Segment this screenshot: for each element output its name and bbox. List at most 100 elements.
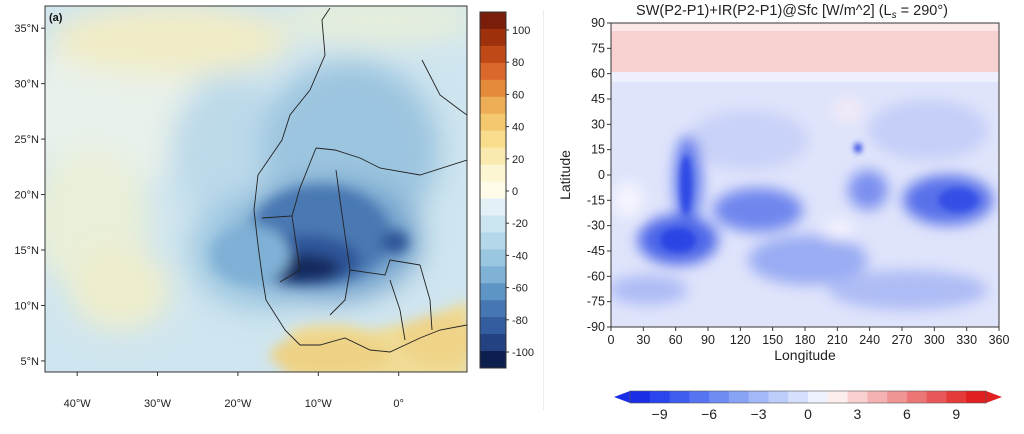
x-tick-label: 0° [393,398,404,410]
colorbar-label: -20 [512,218,528,230]
colorbar-label: 0 [804,406,812,422]
colorbar-label: 60 [512,89,524,101]
x-tick-label: 40°W [64,398,92,410]
chart-title: SW(P2-P1)+IR(P2-P1)@Sfc [W/m^2] (Ls = 29… [636,3,948,21]
colorbar-swatch [847,391,868,403]
colorbar-label: 40 [512,122,524,134]
colorbar-label: 20 [512,154,524,166]
colorbar-swatch [480,351,506,369]
colorbar-swatch [480,62,506,81]
colorbar-swatch [480,79,506,98]
colorbar-swatch [480,113,506,132]
x-axis-label: Longitude [774,347,836,363]
colorbar-swatch [480,147,506,166]
regional-map-panel: (a) 35°N 30°N 25°N 20°N 15°N 10°N 5°N 40°W 30°W… [14,5,534,410]
y-tick-label: 75 [591,41,605,55]
colorbar-swatch [926,391,947,403]
colorbar-swatch [480,96,506,115]
colorbar-swatch [709,391,730,403]
x-tick-label: 360 [989,333,1010,347]
colorbar-swatch [689,391,710,403]
panel-divider [543,10,544,410]
y-tick-label: 25°N [14,134,39,146]
colorbar-swatch [480,215,506,233]
colorbar-label: −3 [751,406,767,422]
x-tick-label: 20°W [224,398,252,410]
colorbar-swatch [808,391,829,403]
colorbar-min-arrow [614,391,630,403]
colorbar-label: 100 [512,25,530,37]
colorbar-swatch [630,391,651,403]
colorbar-swatch [827,391,849,403]
global-map-panel: SW(P2-P1)+IR(P2-P1)@Sfc [W/m^2] (Ls = 29… [548,0,1024,429]
x-tick-label: 90 [701,333,715,347]
y-tick-label: -30 [587,219,605,233]
colorbar-label: -40 [512,250,528,262]
x-tick-label: 10°W [305,398,333,410]
x-tick-label: 300 [924,333,945,347]
y-tick-label: -60 [587,269,605,283]
y-axis: 35°N 30°N 25°N 20°N 15°N 10°N 5°N [14,23,45,368]
y-tick-label: 0 [598,168,605,182]
x-tick-label: 240 [859,333,880,347]
colorbar: −9 −6 −3 0 3 6 9 [614,390,1002,422]
colorbar-swatch [480,249,506,267]
x-tick-label: 270 [892,333,913,347]
y-tick-label: 45 [591,92,605,106]
colorbar-swatch [480,198,506,216]
colorbar-swatch [669,391,690,403]
y-tick-label: 5°N [21,356,40,368]
colorbar-label: 9 [952,406,960,422]
map-field [45,6,467,372]
colorbar-swatch [966,391,987,403]
colorbar-swatch [867,391,888,403]
y-tick-label: -75 [587,295,605,309]
y-tick-label: 60 [591,67,605,81]
colorbar-swatch [768,391,789,403]
colorbar-swatch [788,391,809,403]
colorbar-label: 6 [903,406,911,422]
colorbar-swatch [480,164,506,183]
y-tick-label: 20°N [14,190,39,202]
y-tick-label: 30°N [14,79,39,91]
x-tick-label: 30°W [144,398,172,410]
colorbar-swatch [748,391,769,403]
global-map-chart: SW(P2-P1)+IR(P2-P1)@Sfc [W/m^2] (Ls = 29… [557,3,1010,422]
y-tick-label: 10°N [14,300,39,312]
colorbar-swatch [728,391,750,403]
colorbar-label: 0 [512,186,518,198]
colorbar-swatch [480,334,506,352]
colorbar-swatch [480,45,506,64]
x-tick-label: 60 [669,333,683,347]
colorbar: 100 80 60 40 20 0 -20 -40 -60 -80 -100 [479,11,534,369]
colorbar-swatch [649,391,671,403]
y-tick-label: 15 [591,143,605,157]
y-axis: 90 75 60 45 30 15 0 -15 -30 -45 -60 -75 -90 [587,16,611,334]
x-tick-label: 0 [608,333,615,347]
x-tick-label: 120 [730,333,751,347]
y-tick-label: -45 [587,244,605,258]
colorbar-swatch [480,232,506,250]
colorbar-swatch [480,300,506,318]
colorbar-label: −9 [652,406,668,422]
regional-map-chart: (a) 35°N 30°N 25°N 20°N 15°N 10°N 5°N 40°W 30°W… [14,5,534,410]
x-tick-label: 30 [636,333,650,347]
colorbar-swatch [480,130,506,149]
colorbar-swatch [906,391,928,403]
colorbar-swatch [480,266,506,284]
y-tick-label: -90 [587,320,605,334]
coastline [253,7,467,353]
colorbar-swatch [480,283,506,301]
x-tick-label: 330 [956,333,977,347]
y-axis-label: Latitude [557,150,573,200]
x-tick-label: 150 [762,333,783,347]
x-tick-label: 210 [827,333,848,347]
colorbar-label: -60 [512,283,528,295]
colorbar-swatch [887,391,908,403]
colorbar-label: 80 [512,57,524,69]
colorbar-swatch [480,28,506,47]
colorbar-swatch [480,181,506,199]
colorbar-swatch [480,12,506,30]
colorbar-label: -80 [512,315,528,327]
colorbar-label: 3 [854,406,862,422]
